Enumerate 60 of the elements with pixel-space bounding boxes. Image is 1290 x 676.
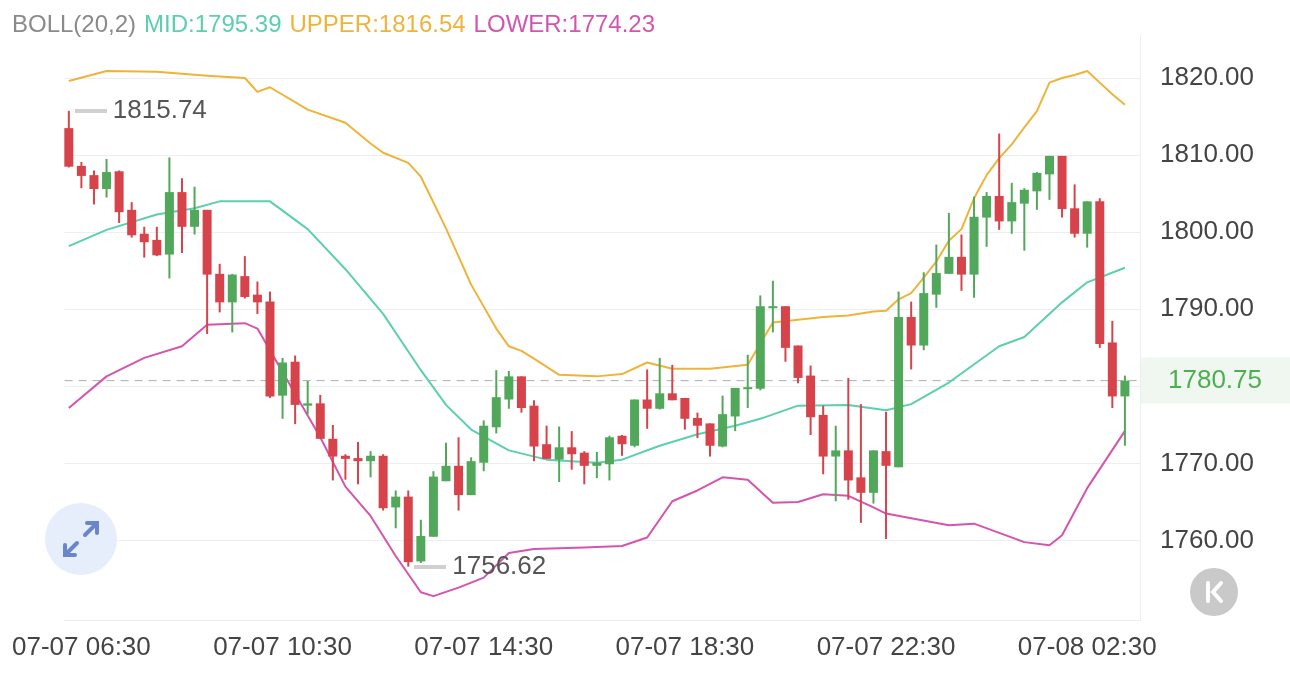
candlestick [328, 423, 338, 482]
candlestick [190, 185, 200, 236]
x-tick-label: 07-07 06:30 [11, 630, 151, 661]
candlestick [1044, 154, 1054, 201]
text: MID:1795.39 [144, 10, 282, 37]
candlestick [1007, 181, 1017, 235]
candlestick [856, 403, 866, 524]
candlestick [391, 489, 401, 530]
candlestick [956, 233, 966, 292]
candlestick [667, 363, 677, 402]
candlestick [655, 356, 665, 411]
candlestick [881, 410, 891, 541]
annotation: 1815.74 [112, 94, 207, 125]
candlestick [76, 161, 86, 190]
y-tick-label: 1800.00 [1160, 215, 1254, 246]
y-tick-label: 1760.00 [1160, 523, 1254, 554]
candlestick [579, 450, 589, 486]
ref-line-label: 1780.75 [1168, 363, 1262, 394]
candlestick [102, 157, 112, 199]
x-tick-label: 07-07 18:30 [615, 630, 755, 661]
candlestick [592, 450, 602, 480]
candlestick [139, 225, 149, 259]
candlestick [340, 453, 350, 481]
candlestick [705, 422, 715, 458]
candlestick [642, 368, 652, 430]
candlestick [441, 441, 451, 483]
candlestick [617, 433, 627, 457]
x-tick-label: 07-07 22:30 [816, 630, 956, 661]
candlestick [303, 380, 313, 416]
chart-title: BOLL(20,2) [12, 10, 137, 37]
y-tick-label: 1810.00 [1160, 138, 1254, 169]
candlestick [743, 353, 753, 409]
candlestick [768, 279, 778, 334]
candlestick [89, 169, 99, 206]
y-tick-label: 1820.00 [1160, 61, 1254, 92]
candlestick [554, 425, 564, 483]
candlestick [944, 211, 954, 275]
text: LOWER:1774.23 [473, 10, 656, 37]
candlestick [982, 191, 992, 248]
candlestick [353, 440, 363, 486]
candlestick [680, 396, 690, 431]
x-tick-label: 07-07 10:30 [213, 630, 352, 661]
candlestick [831, 424, 841, 503]
candlestick [240, 255, 250, 300]
candlestick [1019, 187, 1029, 252]
candlestick [366, 450, 376, 479]
candlestick [252, 280, 262, 315]
x-tick-label: 07-08 02:30 [1017, 630, 1157, 661]
x-tick-label: 07-07 14:30 [414, 630, 554, 661]
candlestick [567, 430, 577, 471]
candlestick [692, 411, 702, 440]
candlestick [1032, 171, 1042, 211]
y-tick-label: 1790.00 [1160, 292, 1254, 323]
candlestick [931, 243, 941, 309]
text: UPPER:1816.54 [289, 10, 466, 37]
candlestick [542, 424, 552, 460]
candlestick [152, 225, 162, 258]
y-tick-label: 1770.00 [1160, 446, 1254, 477]
candlestick [1120, 374, 1130, 447]
candlestick [504, 369, 514, 410]
